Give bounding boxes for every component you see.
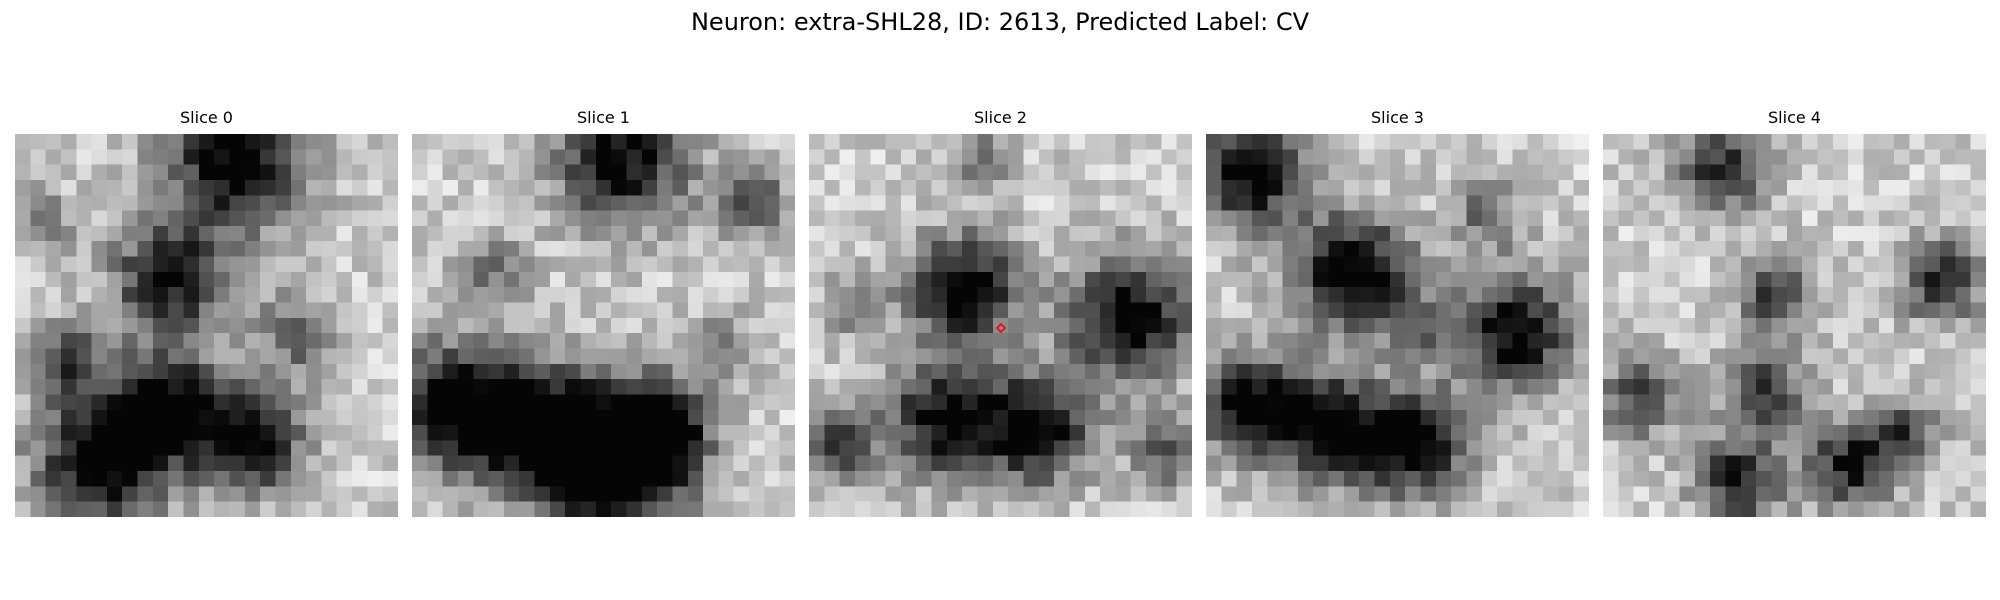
slice-image-0 (15, 134, 398, 517)
slice-panel-1: Slice 1 (412, 108, 795, 517)
slice-panel-2: Slice 2 (809, 108, 1192, 517)
slice-title-2: Slice 2 (974, 108, 1027, 127)
slice-panel-4: Slice 4 (1603, 108, 1986, 517)
figure-title: Neuron: extra-SHL28, ID: 2613, Predicted… (690, 8, 1310, 36)
slice-title-3: Slice 3 (1371, 108, 1424, 127)
slice-image-3 (1206, 134, 1589, 517)
slice-image-1 (412, 134, 795, 517)
slice-title-0: Slice 0 (180, 108, 233, 127)
slice-panel-0: Slice 0 (15, 108, 398, 517)
slice-title-1: Slice 1 (577, 108, 630, 127)
slice-image-2 (809, 134, 1192, 517)
slice-panel-3: Slice 3 (1206, 108, 1589, 517)
slice-title-4: Slice 4 (1768, 108, 1821, 127)
slice-image-4 (1603, 134, 1986, 517)
